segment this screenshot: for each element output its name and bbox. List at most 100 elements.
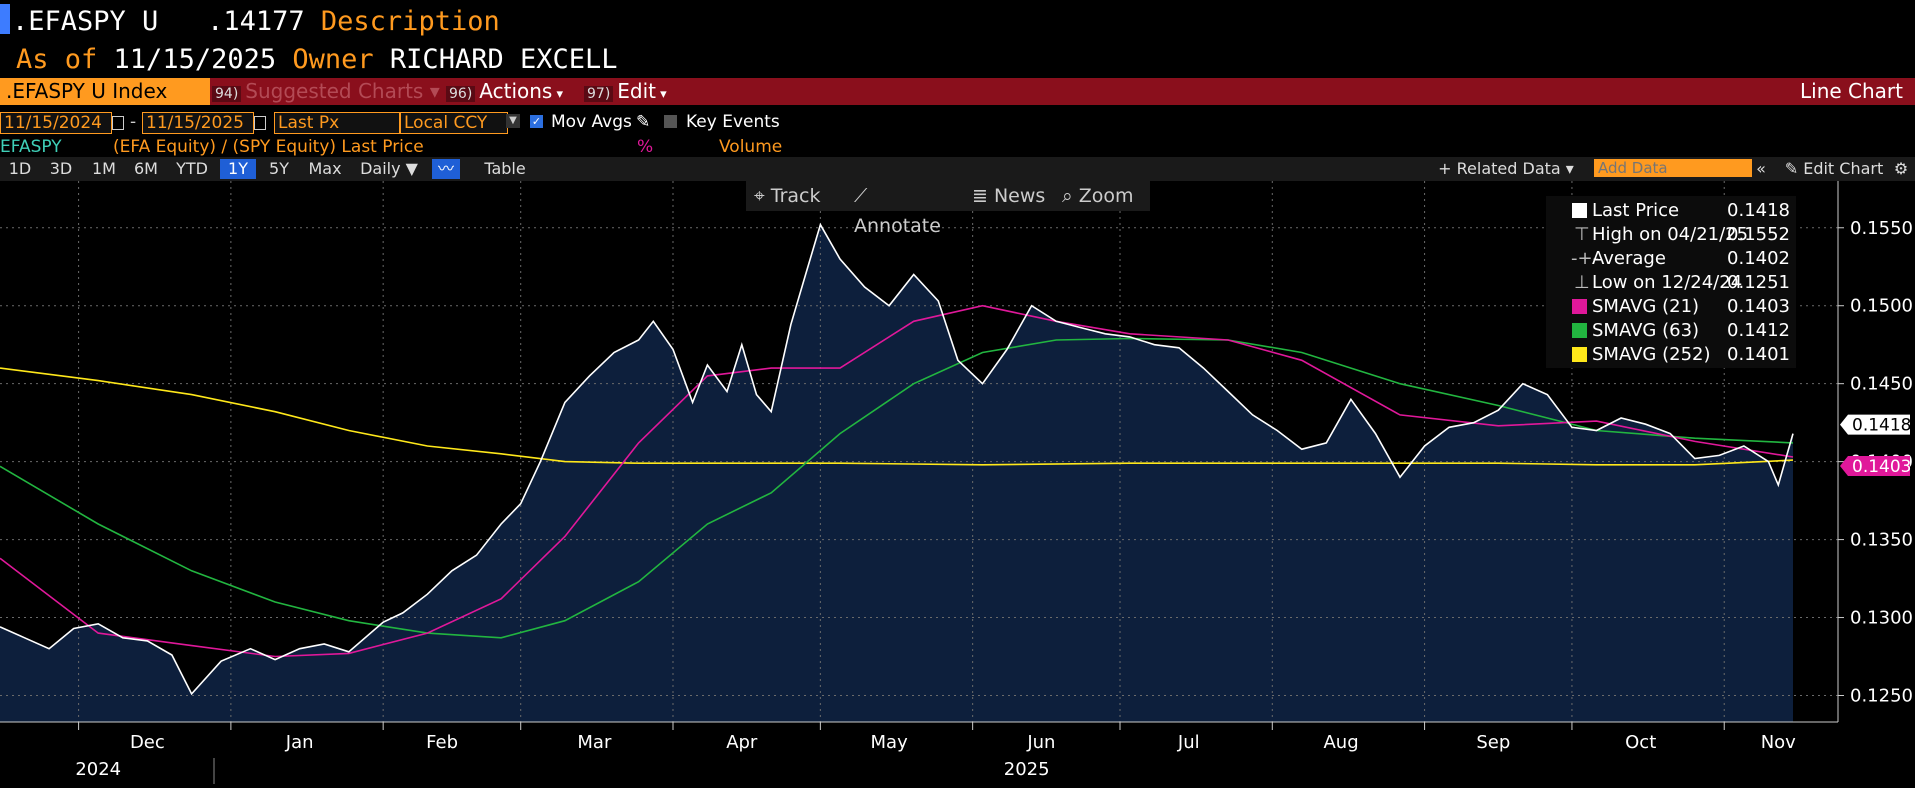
period-bar: 1D 3D 1M 6M YTD 1Y 5Y Max Daily ▼ 〰 Tabl… bbox=[0, 157, 1915, 181]
owner-label: Owner bbox=[292, 44, 374, 75]
security-input[interactable]: .EFASPY U Index bbox=[0, 78, 210, 105]
y-tick-label: 0.1250 bbox=[1850, 685, 1913, 706]
suggested-charts-menu[interactable]: 94) Suggested Charts ▾ bbox=[212, 78, 440, 105]
asof-line: As of 11/15/2025 Owner RICHARD EXCELL bbox=[16, 44, 618, 76]
line-chart-icon[interactable]: 〰 bbox=[432, 159, 460, 179]
end-calendar-icon[interactable] bbox=[254, 116, 266, 130]
period-6m[interactable]: 6M bbox=[134, 159, 158, 178]
y-tick-label: 0.1450 bbox=[1850, 374, 1913, 395]
y-tick-label: 0.1500 bbox=[1850, 296, 1913, 317]
x-month-label: Jan bbox=[285, 732, 314, 753]
x-month-label: Dec bbox=[130, 732, 165, 753]
controls-row: 11/15/2024 - 11/15/2025 Last Px Local CC… bbox=[0, 112, 1915, 134]
x-year-label: 2024 bbox=[75, 759, 121, 780]
x-month-label: Jul bbox=[1177, 732, 1200, 753]
mov-avgs-checkbox[interactable]: ✓ bbox=[530, 115, 543, 128]
crosshair-icon: ⌖ bbox=[754, 185, 771, 207]
collapse-icon[interactable]: « bbox=[1756, 159, 1766, 178]
field-input[interactable]: Last Px bbox=[274, 112, 400, 134]
series-ticker: EFASPY bbox=[0, 137, 62, 157]
zoom-icon: ⌕ bbox=[1062, 185, 1079, 207]
gear-icon[interactable]: ⚙ bbox=[1893, 159, 1909, 178]
legend-low: ⊥ Low on 12/24/24 0.1251 bbox=[1574, 272, 1790, 293]
currency-select[interactable]: Local CCY bbox=[400, 112, 508, 134]
period-1m[interactable]: 1M bbox=[92, 159, 116, 178]
period-3d[interactable]: 3D bbox=[49, 159, 73, 178]
y-tick-label: 0.1300 bbox=[1850, 608, 1913, 629]
x-month-label: Apr bbox=[726, 732, 758, 753]
x-month-label: Sep bbox=[1476, 732, 1510, 753]
value-tag bbox=[1840, 414, 1910, 435]
legend-smavg-252: SMAVG (252) 0.1401 bbox=[1546, 343, 1796, 367]
legend-smavg-21: SMAVG (21) 0.1403 bbox=[1546, 295, 1796, 319]
smavg-252-line bbox=[0, 367, 1794, 466]
chart-legend[interactable]: Last Price 0.1418 ⊤ High on 04/21/25 0.155… bbox=[1546, 196, 1796, 368]
y-tick-label: 0.1550 bbox=[1850, 218, 1913, 239]
series-formula: (EFA Equity) / (SPY Equity) Last Price bbox=[113, 137, 424, 157]
owner-name: RICHARD EXCELL bbox=[389, 44, 618, 75]
y-tick-label: 0.1350 bbox=[1850, 530, 1913, 551]
volume-label: Volume bbox=[719, 137, 783, 157]
high-marker-icon: ⊤ bbox=[1574, 224, 1590, 245]
smavg-21-line bbox=[0, 304, 1794, 658]
value-tag-label: 0.1403 bbox=[1852, 457, 1911, 477]
average-marker-icon: -+- bbox=[1571, 248, 1600, 269]
legend-swatch bbox=[1572, 323, 1587, 338]
annotate-button[interactable]: ⟋ Annotate bbox=[846, 181, 964, 237]
low-marker-icon: ⊥ bbox=[1574, 272, 1590, 293]
period-1d[interactable]: 1D bbox=[8, 159, 32, 178]
x-month-label: Aug bbox=[1323, 732, 1358, 753]
key-events-label: Key Events bbox=[686, 112, 780, 132]
period-ytd[interactable]: YTD bbox=[176, 159, 208, 178]
start-date-input[interactable]: 11/15/2024 bbox=[0, 112, 112, 134]
legend-swatch bbox=[1572, 203, 1587, 218]
x-month-label: Mar bbox=[577, 732, 612, 753]
period-5y[interactable]: 5Y bbox=[269, 159, 289, 178]
asof-label: As of bbox=[16, 44, 98, 75]
x-year-label: 2025 bbox=[1004, 759, 1050, 780]
legend-average: -+- Average 0.1402 bbox=[1571, 248, 1790, 269]
pencil-icon: ✎ bbox=[1784, 159, 1804, 178]
annotate-icon: ⟋ bbox=[854, 185, 868, 207]
legend-high: ⊤ High on 04/21/25 0.1552 bbox=[1574, 224, 1790, 245]
subtitle-row: EFASPY (EFA Equity) / (SPY Equity) Last … bbox=[0, 137, 1915, 157]
zoom-button[interactable]: ⌕ Zoom bbox=[1054, 181, 1150, 211]
edit-menu[interactable]: 97) Edit ▾ bbox=[584, 78, 667, 105]
frequency-select[interactable]: Daily ▼ bbox=[360, 159, 418, 178]
period-max[interactable]: Max bbox=[308, 159, 342, 178]
end-date-input[interactable]: 11/15/2025 bbox=[142, 112, 254, 134]
actions-menu[interactable]: 96) Actions ▾ bbox=[446, 78, 563, 105]
pencil-icon[interactable]: ✎ bbox=[636, 112, 651, 132]
add-data-input[interactable] bbox=[1594, 159, 1752, 177]
news-button[interactable]: ≣ News bbox=[964, 181, 1054, 211]
table-button[interactable]: Table bbox=[484, 159, 526, 178]
value-tag bbox=[1840, 455, 1910, 476]
mov-avgs-label: Mov Avgs bbox=[551, 112, 632, 132]
key-events-checkbox[interactable] bbox=[664, 115, 677, 128]
news-icon: ≣ bbox=[972, 185, 994, 207]
x-month-label: Jun bbox=[1026, 732, 1055, 753]
date-dash: - bbox=[130, 112, 137, 132]
x-month-label: Nov bbox=[1761, 732, 1796, 753]
ticker-label: .EFASPY U bbox=[12, 6, 159, 37]
chart-tools: ⌖ Track ⟋ Annotate ≣ News ⌕ Zoom bbox=[746, 181, 1151, 237]
asof-date: 11/15/2025 bbox=[113, 44, 277, 75]
security-header: .EFASPY U .14177 Description bbox=[0, 4, 500, 42]
legend-swatch bbox=[1572, 347, 1587, 362]
last-price-line bbox=[0, 222, 1794, 696]
start-calendar-icon[interactable] bbox=[112, 116, 124, 130]
smavg-63-line bbox=[0, 337, 1794, 639]
x-month-label: Feb bbox=[426, 732, 458, 753]
x-month-label: May bbox=[871, 732, 909, 753]
legend-swatch bbox=[1572, 299, 1587, 314]
x-month-label: Oct bbox=[1625, 732, 1656, 753]
edit-chart-button[interactable]: ✎ Edit Chart bbox=[1784, 159, 1884, 178]
command-cursor bbox=[0, 4, 10, 34]
period-1y[interactable]: 1Y bbox=[220, 159, 256, 179]
currency-dropdown-icon[interactable]: ▼ bbox=[506, 114, 520, 128]
value-tag-label: 0.1418 bbox=[1852, 416, 1911, 436]
related-data-menu[interactable]: + Related Data ▾ bbox=[1438, 159, 1574, 178]
description-label: Description bbox=[320, 6, 500, 37]
track-button[interactable]: ⌖ Track bbox=[746, 181, 846, 211]
legend-last-price: Last Price 0.1418 bbox=[1546, 199, 1796, 223]
